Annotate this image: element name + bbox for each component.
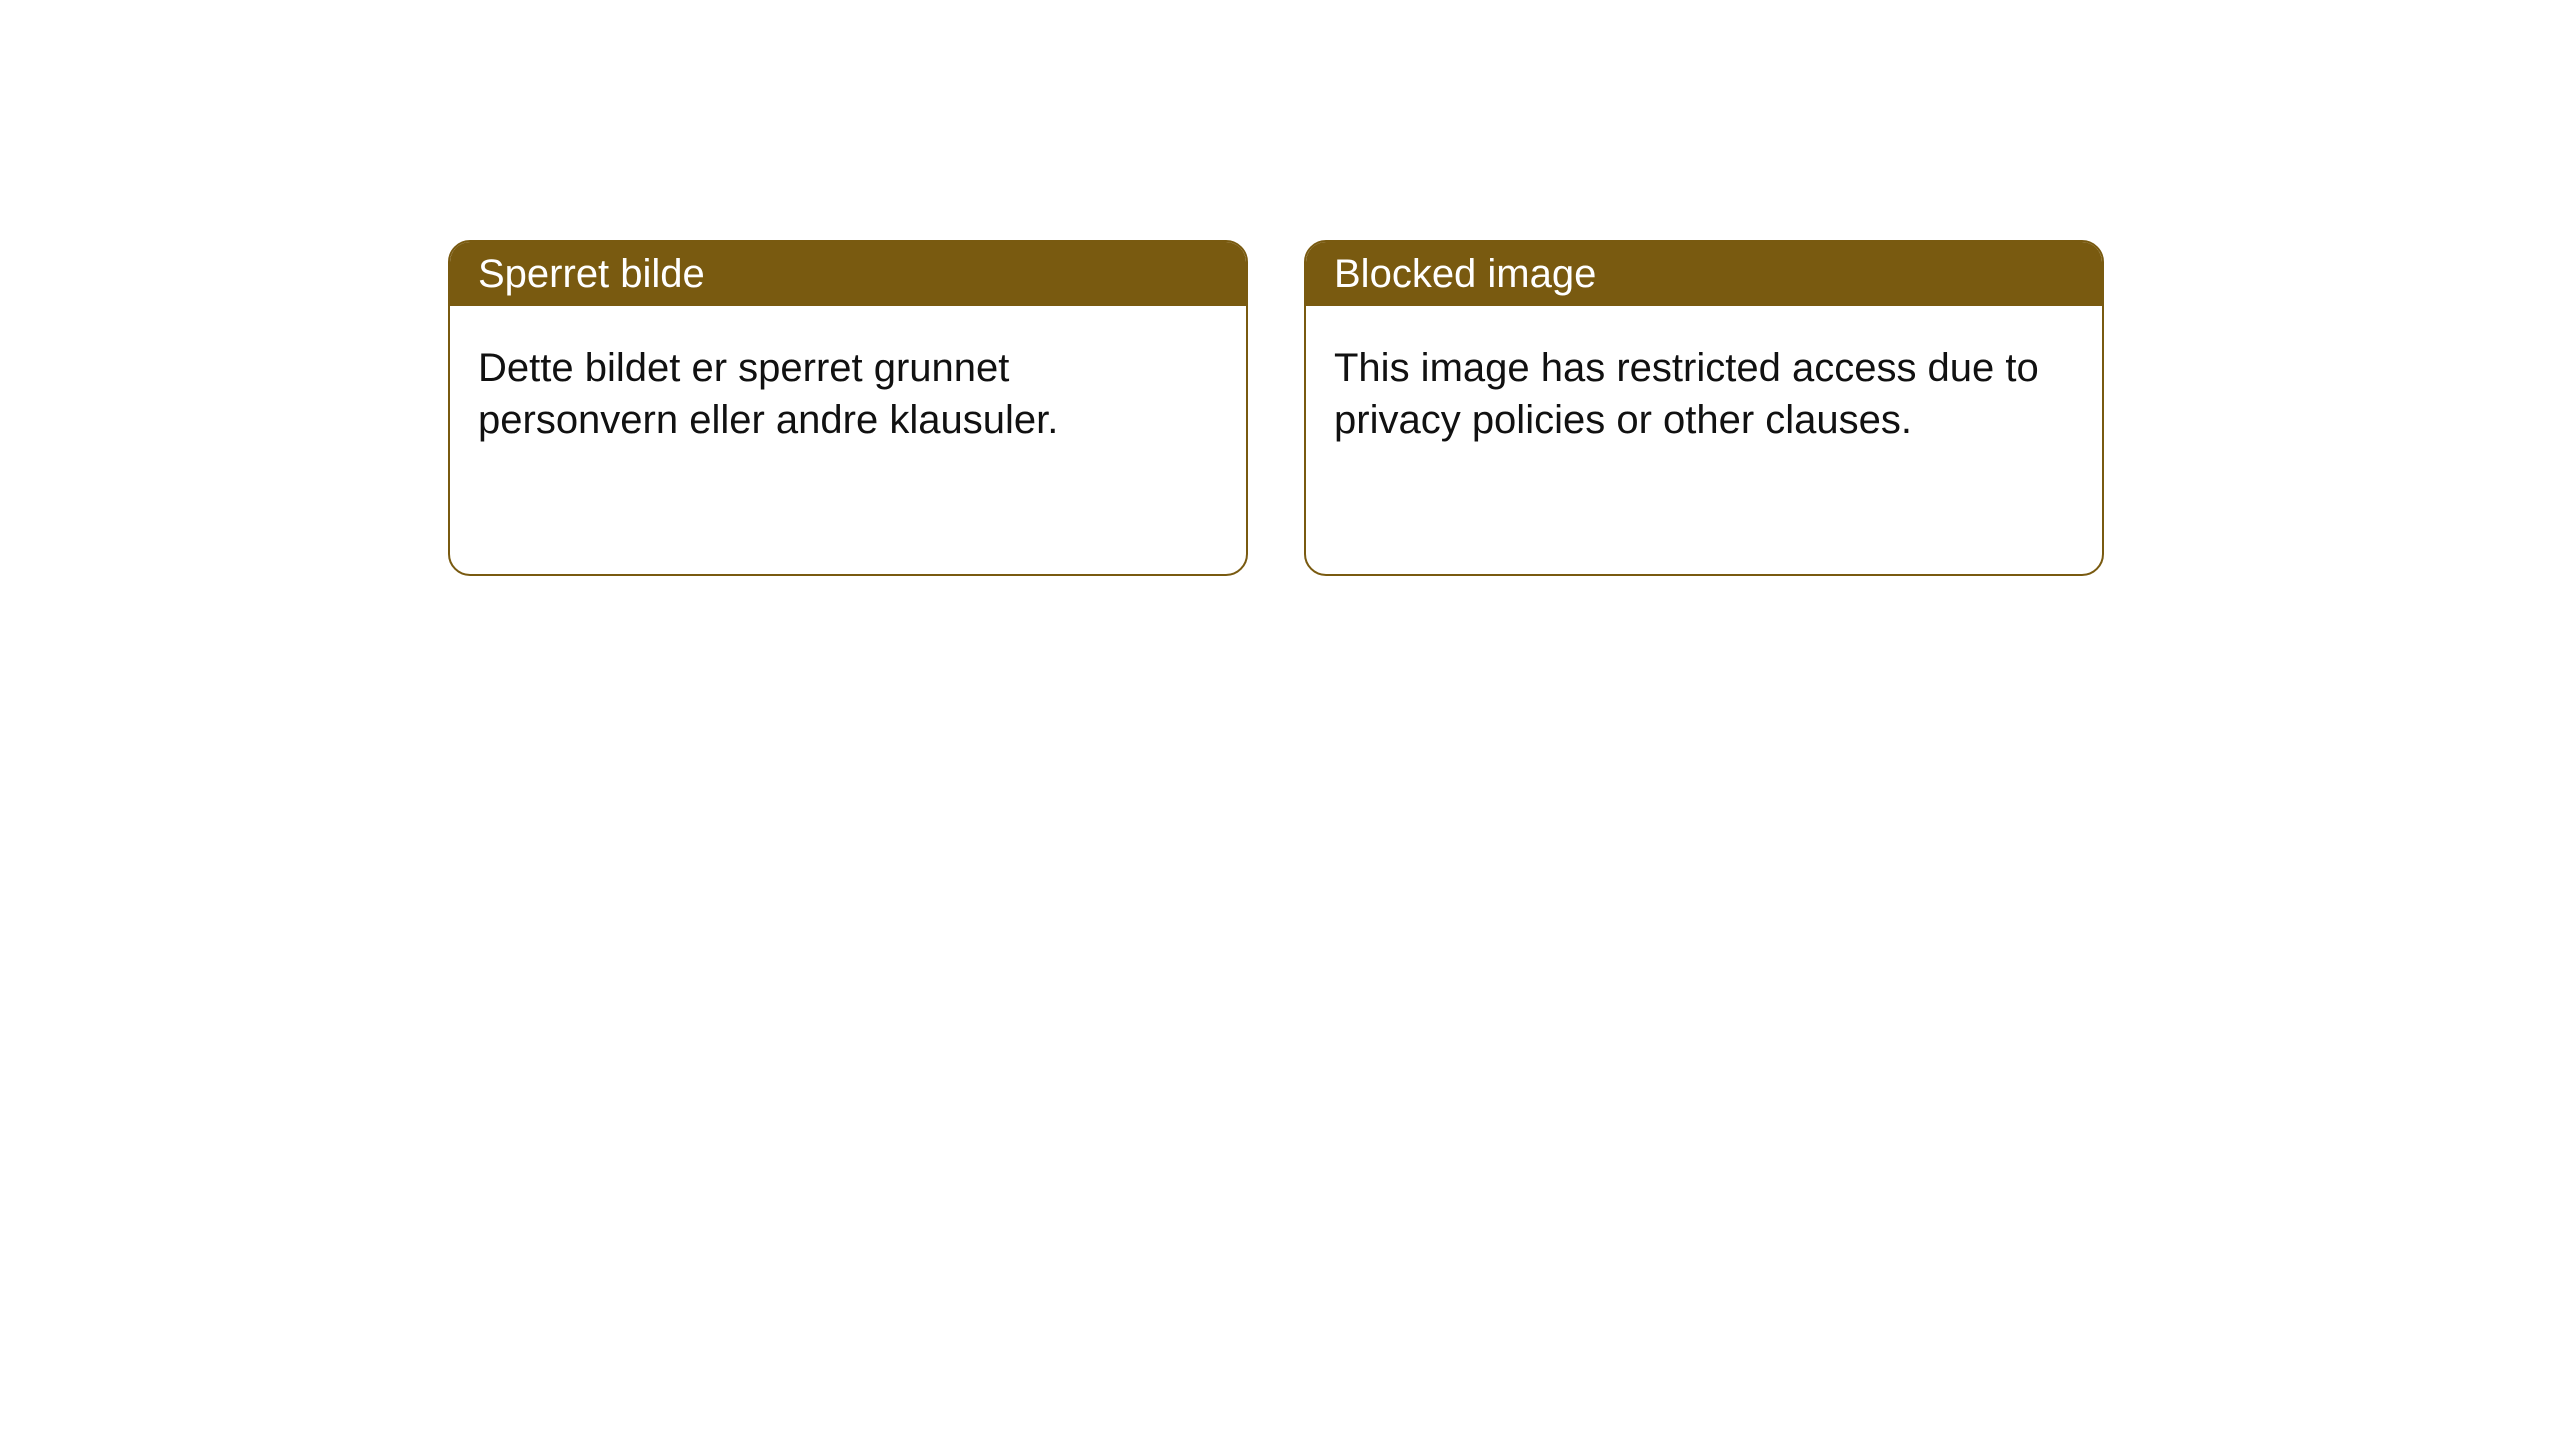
notice-header: Blocked image [1306,242,2102,306]
notice-body: Dette bildet er sperret grunnet personve… [450,306,1246,482]
notice-body: This image has restricted access due to … [1306,306,2102,482]
notice-card-english: Blocked image This image has restricted … [1304,240,2104,576]
notice-container: Sperret bilde Dette bildet er sperret gr… [0,0,2560,576]
notice-card-norwegian: Sperret bilde Dette bildet er sperret gr… [448,240,1248,576]
notice-body-text: This image has restricted access due to … [1334,346,2039,442]
notice-header-text: Sperret bilde [478,252,705,296]
notice-body-text: Dette bildet er sperret grunnet personve… [478,346,1058,442]
notice-header: Sperret bilde [450,242,1246,306]
notice-header-text: Blocked image [1334,252,1596,296]
